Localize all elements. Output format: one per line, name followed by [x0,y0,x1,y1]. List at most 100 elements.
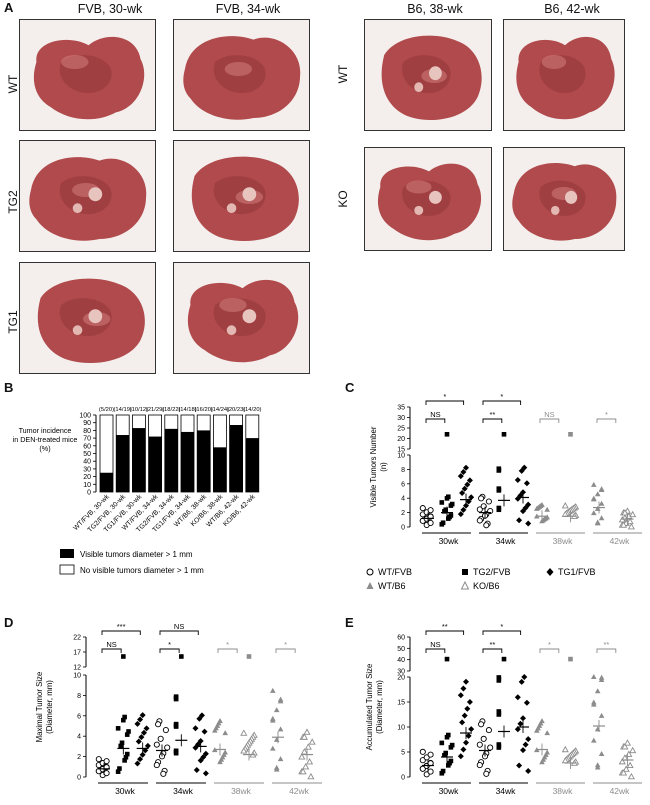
significance-bracket [596,648,617,653]
data-point-wt-b6 [598,676,605,682]
data-point-tg1-fvb [457,473,464,480]
data-point-tg1-fvb [201,728,208,735]
liver-photo-tg1-fvb-30 [19,262,156,374]
significance-bracket [425,630,465,635]
y-tick-label: 4 [77,734,81,741]
y-tick-label: 35 [397,405,405,412]
data-point-tg1-fvb [457,692,464,699]
data-point-wt-b6 [594,688,601,694]
data-point-wt-fvb [427,507,434,514]
data-point-outlier [501,656,507,662]
data-point-tg1-fvb [521,464,528,471]
data-point-tg1-fvb [525,768,532,774]
data-point-wt-fvb [476,762,483,769]
group-label: 30wk [439,786,460,796]
data-point-wt-b6 [591,481,597,487]
legend-label: TG2/FVB [473,567,511,577]
data-point-tg2-fvb [173,750,179,756]
y-axis-label: (n) [379,462,388,472]
data-point-tg2-fvb [173,724,179,729]
data-point-ko-b6 [618,757,626,765]
data-point-tg1-fvb [143,725,150,732]
data-point-tg1-fvb [468,494,475,501]
data-point-tg2-fvb [496,712,502,717]
legend-swatch-visible [60,549,74,558]
data-point-tg2-fvb [496,488,502,493]
y-tick-label: 6 [401,481,405,488]
data-point-wt-fvb [427,768,434,775]
significance-bracket [482,400,522,405]
row-label-wt-left: WT [6,74,20,94]
data-point-tg1-fvb [137,756,144,763]
data-point-outlier [121,654,126,659]
significance-bracket [596,418,617,423]
data-point-tg2-fvb [124,732,130,737]
legend-label: KO/B6 [473,581,500,591]
data-point-tg2-fvb [446,763,451,768]
data-point-tg1-fvb [517,720,524,727]
data-point-wt-fvb [164,744,171,751]
data-point-tg2-fvb [442,509,447,514]
data-point-tg2-fvb [439,740,445,746]
tumor-nodule [88,309,103,324]
liver-photo-b6-42-wt [503,19,625,131]
y-axis-label: (Diameter, mm) [375,680,384,734]
significance-bracket [217,648,238,653]
y-tick-label-b: 60 [83,443,91,450]
bar-count-label: (10/12) [130,407,148,413]
bar-count-label: (14/19) [114,407,132,413]
data-point-wt-fvb [476,517,483,524]
group-label: 38wk [553,536,574,546]
y-tick-label: 30 [397,669,405,676]
data-point-wt-b6 [594,726,601,732]
liver-lobe [33,36,145,120]
significance-label: * [500,622,503,631]
liver-lobe [516,36,615,120]
group-label: 34wk [173,786,194,796]
data-point-wt-b6 [534,505,540,511]
significance-label: * [443,392,446,401]
data-point-wt-fvb [485,498,492,505]
data-point-wt-fvb [483,770,490,777]
data-point-tg1-fvb [464,705,471,712]
significance-bracket [101,648,122,653]
y-axis-label: Maximal Tumor Size [35,672,44,743]
data-point-ko-b6 [300,733,308,740]
liver-photo-tg2-fvb-30 [19,140,156,252]
y-tick-label-b: 100 [79,413,91,420]
data-point-tg1-fvb [520,715,526,722]
significance-label: * [168,640,171,649]
liver-lobe [377,163,482,241]
significance-label: * [548,640,551,649]
data-point-tg1-fvb [134,760,141,767]
tumor-nodule [429,66,442,81]
data-point-tg2-fvb [117,766,122,771]
significance-bracket [425,418,446,423]
significance-label: ** [489,640,495,649]
data-point-wt-b6 [594,491,601,497]
tumor-nodule [414,82,424,93]
data-point-tg1-fvb [134,720,141,727]
significance-label: NS [174,622,184,631]
data-point-ko-b6 [308,738,316,745]
data-point-wt-fvb [427,519,434,526]
data-point-tg1-fvb [525,501,532,508]
data-point-ko-b6 [298,753,306,760]
y-tick-label: 10 [397,725,405,732]
liver-photo-fvb-34-wt [173,19,310,131]
tumor-nodule [72,325,83,336]
data-point-outlier [444,432,450,437]
data-point-tg1-fvb [514,694,521,701]
data-point-ko-b6 [626,761,634,769]
y-tick-label-b: 30 [83,466,91,473]
data-point-ko-b6 [622,765,630,772]
data-point-tg2-fvb [115,769,121,774]
data-point-wt-b6 [598,487,605,493]
y-tick-label-b: 0 [87,490,91,497]
data-point-wt-fvb [153,762,160,769]
y-tick-label: 0 [401,525,405,532]
data-point-tg1-fvb [137,716,144,723]
data-point-tg2-fvb [121,717,126,723]
col-title-b6-38: B6, 38-wk [407,2,463,16]
